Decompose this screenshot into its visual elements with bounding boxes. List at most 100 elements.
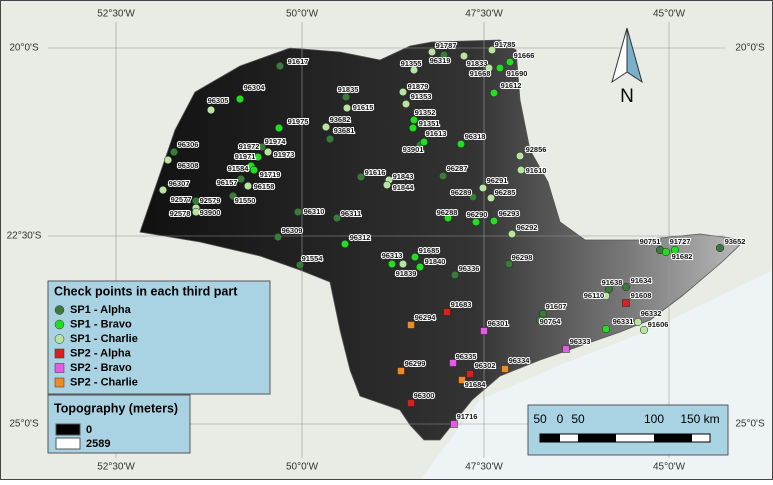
point-label: 91355 (401, 59, 422, 68)
grid-label: 52°30'W (97, 9, 135, 20)
check-point (158, 185, 168, 195)
check-point (409, 65, 419, 75)
point-label: 91612 (501, 81, 522, 90)
check-point (397, 367, 405, 375)
point-label: 91606 (648, 320, 669, 329)
check-point (228, 191, 238, 201)
north-label: N (620, 86, 634, 107)
state-relief (139, 39, 746, 441)
check-point (487, 45, 497, 55)
check-point (275, 61, 285, 71)
check-point (407, 321, 415, 329)
point-label: 96311 (341, 209, 361, 218)
legend-label: SP1 - Charlie (70, 333, 138, 345)
check-point (235, 94, 245, 104)
check-point (439, 50, 449, 60)
scale-seg (654, 434, 692, 442)
check-point (715, 243, 725, 253)
check-point (495, 63, 505, 73)
point-label: 91683 (451, 300, 472, 309)
grid-label: 45°0'W (653, 462, 686, 473)
point-label: 93900 (200, 208, 221, 217)
legend-symbol (54, 377, 65, 388)
legend-label: SP1 - Bravo (70, 318, 132, 330)
legend-label: SP2 - Alpha (70, 347, 132, 359)
point-label: 96293 (499, 209, 520, 218)
check-point (622, 299, 630, 307)
check-point (415, 262, 425, 272)
scale-seg (578, 434, 616, 442)
point-label: 96301 (488, 319, 509, 328)
point-label: 91727 (670, 237, 691, 246)
grid-label: 47°30'W (465, 462, 503, 473)
point-label: 96319 (430, 56, 451, 65)
point-label: 91617 (288, 57, 309, 66)
point-label: 91785 (495, 40, 516, 49)
point-label: 96288 (437, 208, 458, 217)
check-point (191, 207, 201, 217)
point-label: 90751 (640, 237, 661, 246)
check-point (438, 171, 448, 181)
legend-box (47, 280, 271, 395)
check-point (670, 245, 680, 255)
point-label: 96292 (517, 223, 538, 232)
check-point (456, 139, 466, 149)
check-point (169, 147, 179, 157)
check-point (450, 270, 460, 280)
point-label: 92579 (200, 196, 221, 205)
legend-label: SP1 - Alpha (70, 304, 132, 316)
check-point (356, 172, 366, 182)
point-label: 91973 (274, 150, 295, 159)
check-point (407, 399, 415, 407)
check-point (443, 213, 453, 223)
legend-symbol (54, 348, 65, 359)
point-label: 91351 (419, 119, 440, 128)
topography-min: 0 (86, 424, 92, 436)
check-point (478, 183, 488, 193)
legend-symbol (54, 305, 65, 315)
check-point (484, 63, 494, 73)
legend-symbol (54, 319, 65, 330)
check-point (382, 180, 392, 190)
legend-label: SP2 - Bravo (70, 362, 132, 374)
check-point (398, 87, 408, 97)
check-point (398, 259, 408, 269)
point-label: 91844 (393, 183, 415, 192)
point-label: 90764 (540, 317, 562, 326)
point-label: 96332 (641, 309, 662, 318)
point-label: 91787 (436, 41, 457, 50)
scale-box (527, 404, 729, 456)
point-label: 91554 (302, 254, 324, 263)
point-label: 96334 (509, 356, 531, 365)
legend-symbol (54, 363, 65, 373)
point-label: 96158 (254, 182, 275, 191)
scale-label: 0 (557, 412, 564, 426)
point-label: 96335 (456, 352, 477, 361)
point-label: 96318 (465, 132, 486, 141)
check-point (449, 359, 457, 367)
point-label: 91608 (631, 291, 652, 300)
grid-label: 20°0'S (735, 43, 765, 54)
check-point (332, 213, 342, 223)
check-point (501, 365, 509, 373)
point-label: 91666 (514, 51, 535, 60)
point-label: 91971 (235, 152, 256, 161)
point-label: 96307 (169, 179, 190, 188)
check-point (273, 137, 283, 147)
point-label: 91684 (465, 380, 487, 389)
check-point (408, 123, 418, 133)
point-label: 91550 (235, 196, 256, 205)
grid-label: 25°0'S (735, 419, 765, 430)
check-point (601, 324, 611, 334)
point-label: 96291 (487, 176, 508, 185)
check-point (321, 122, 331, 132)
grid-label: 47°30'W (465, 9, 503, 20)
point-label: 96157 (217, 178, 238, 187)
topography-max: 2589 (86, 438, 110, 450)
legend-title: Check points in each third part (54, 284, 238, 298)
check-point (505, 57, 515, 67)
point-label: 96310 (304, 207, 325, 216)
check-point (274, 123, 284, 133)
point-label: 91353 (411, 92, 432, 101)
point-label: 91690 (507, 69, 528, 78)
